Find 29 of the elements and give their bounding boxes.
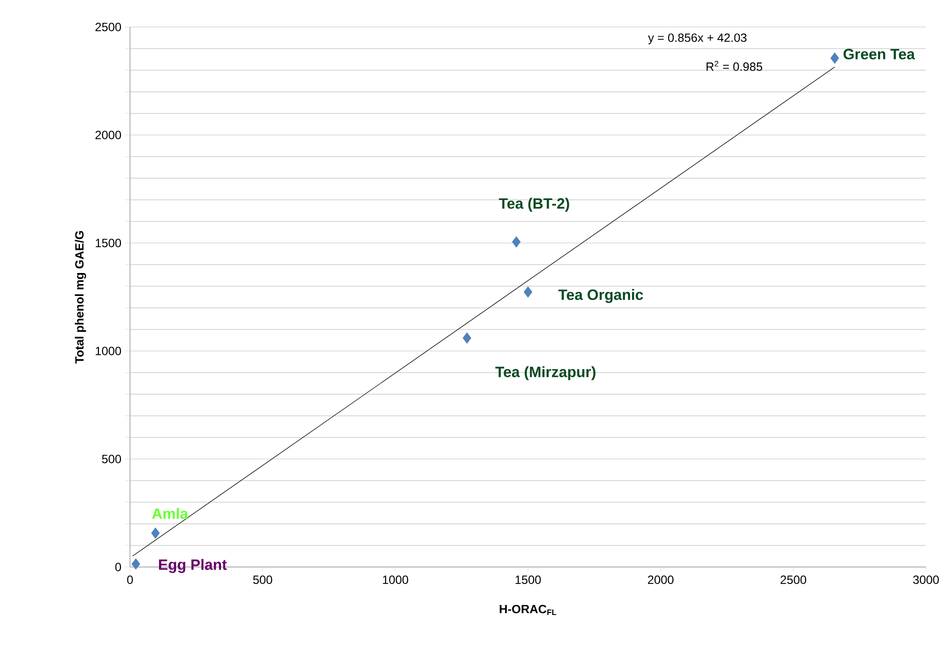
y-axis-title: Total phenol mg GAE/G <box>74 231 86 364</box>
x-tick-label: 2000 <box>648 576 674 584</box>
x-tick-label: 500 <box>253 576 272 584</box>
x-axis-title: H-ORAC$_{FL}$ <box>500 604 556 615</box>
annotation: Tea Organic <box>558 289 644 304</box>
annotation: Egg Plant <box>159 558 227 573</box>
annotation: Amla <box>152 508 188 519</box>
annotation: R$^{2}$ = 0.985 <box>706 60 762 71</box>
annotation: y = 0.856x + 42.03 <box>648 33 747 44</box>
y-tick-label: 500 <box>102 454 122 464</box>
point <box>512 236 521 248</box>
point <box>462 332 472 344</box>
y-tick-label: 1000 <box>96 346 122 356</box>
y-tick-label: 2000 <box>95 130 122 140</box>
x-tick-label: 2500 <box>780 576 806 584</box>
point <box>151 527 160 539</box>
y-tick-label: 0 <box>115 562 122 572</box>
y-tick-label: 2500 <box>95 22 122 32</box>
point <box>132 558 140 570</box>
annotation: Tea (Mirzapur) <box>495 366 596 380</box>
x-tick-label: 1500 <box>516 576 541 584</box>
annotation: Tea (BT-2) <box>498 198 570 212</box>
x-tick-label: 0 <box>127 576 133 584</box>
annotation: Green Tea <box>844 48 916 60</box>
x-tick-label: 1000 <box>382 576 408 584</box>
y-tick-label: 1500 <box>96 238 122 248</box>
point <box>830 52 840 64</box>
x-tick-label: 3000 <box>913 576 939 584</box>
point <box>524 286 532 298</box>
